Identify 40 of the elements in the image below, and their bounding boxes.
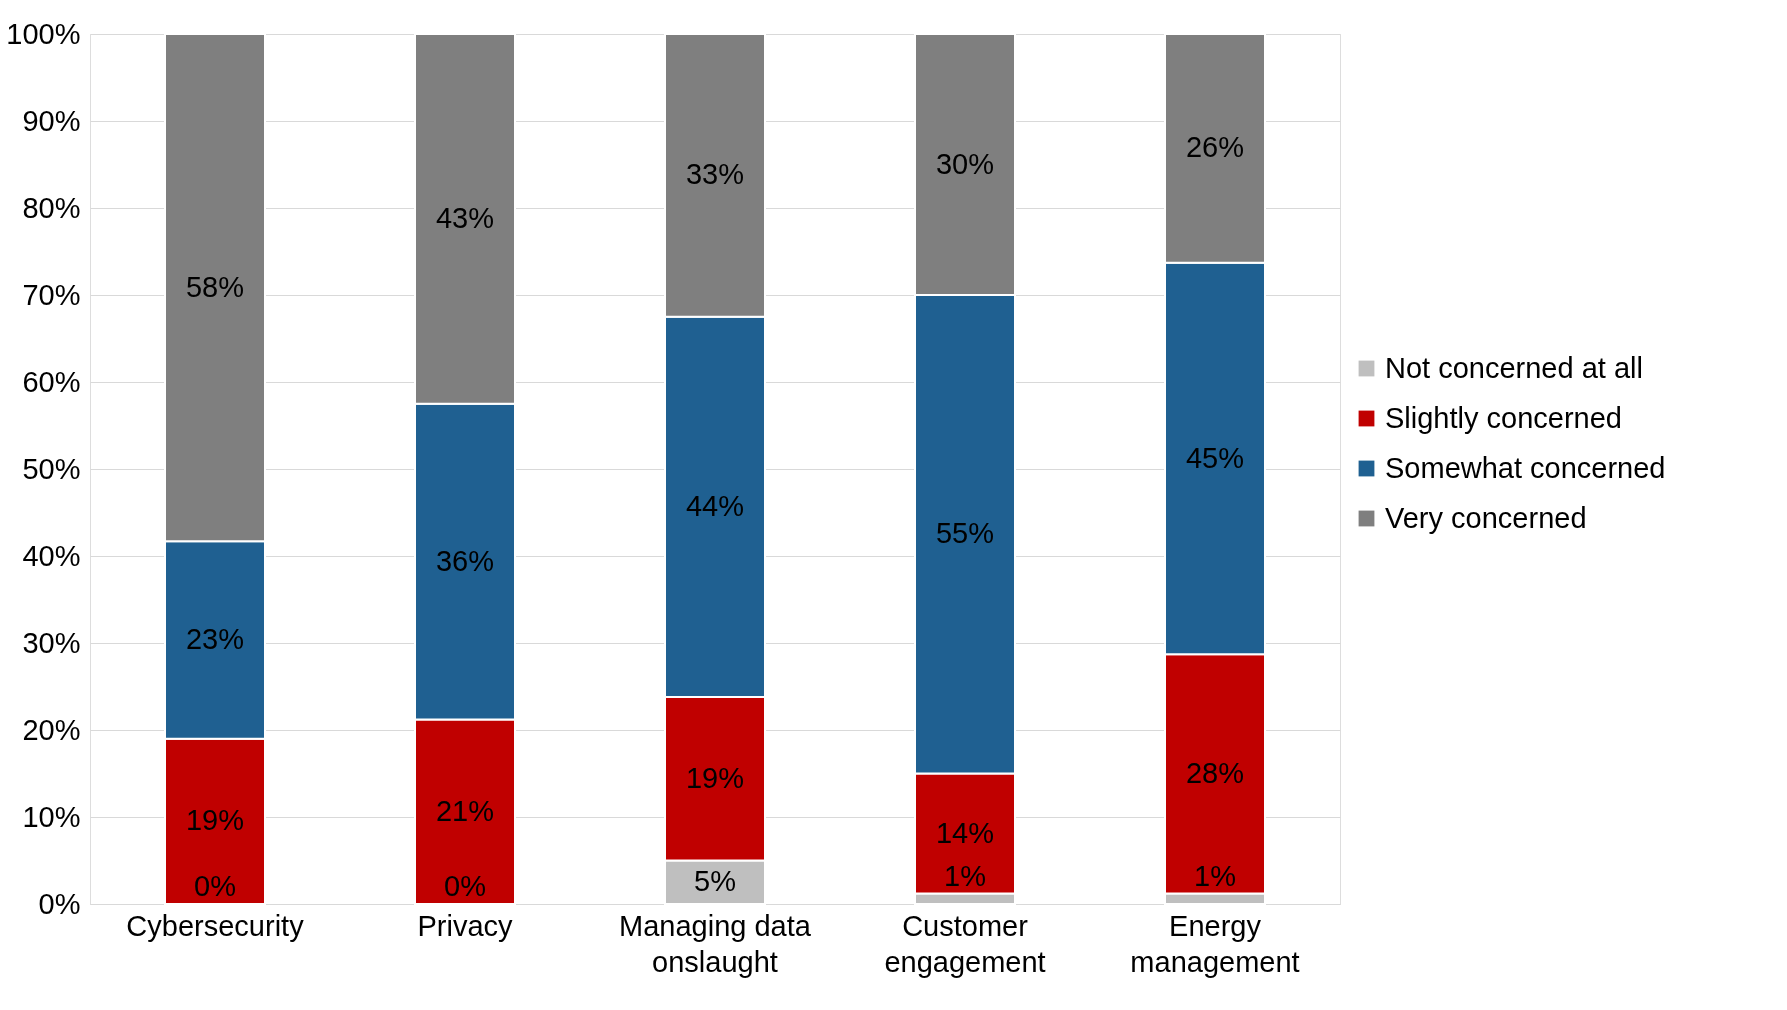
y-tick-label: 80% xyxy=(22,191,81,224)
data-label: 36% xyxy=(435,544,495,577)
y-tick-label: 0% xyxy=(38,887,81,920)
data-label: 21% xyxy=(435,794,495,827)
y-tick-label: 30% xyxy=(22,626,81,659)
data-label: 5% xyxy=(694,865,736,898)
data-label: 43% xyxy=(435,201,495,234)
x-tick-label: Energy management xyxy=(1130,909,1300,978)
data-label: 30% xyxy=(935,147,995,180)
x-tick-label: Customer engagement xyxy=(884,909,1046,978)
y-tick-label: 50% xyxy=(22,452,81,485)
legend-label: Somewhat concerned xyxy=(1385,451,1666,484)
legend-label: Slightly concerned xyxy=(1385,401,1622,434)
data-label: 33% xyxy=(685,158,745,191)
data-label: 28% xyxy=(1185,756,1245,789)
data-label: 26% xyxy=(1185,131,1245,164)
data-label: 0% xyxy=(444,870,486,902)
y-tick-label: 90% xyxy=(22,104,81,137)
y-tick-label: 100% xyxy=(6,17,81,50)
data-label: 19% xyxy=(185,804,245,837)
data-label: 1% xyxy=(1194,859,1236,892)
x-tick-label: Managing data onslaught xyxy=(619,909,812,978)
x-tick-label: Privacy xyxy=(417,909,514,942)
y-tick-label: 60% xyxy=(22,365,81,398)
data-label: 0% xyxy=(194,870,236,902)
x-tick-label: Cybersecurity xyxy=(126,909,305,942)
data-label: 45% xyxy=(1185,441,1245,474)
y-tick-label: 20% xyxy=(22,713,81,746)
data-label: 44% xyxy=(685,489,745,522)
legend-label: Very concerned xyxy=(1385,501,1587,534)
y-tick-label: 40% xyxy=(22,539,81,572)
y-tick-label: 10% xyxy=(22,800,81,833)
data-label: 55% xyxy=(935,517,995,550)
data-label: 23% xyxy=(185,622,245,655)
data-label: 1% xyxy=(944,859,986,892)
data-label: 58% xyxy=(185,270,245,303)
legend-label: Not concerned at all xyxy=(1385,351,1643,384)
data-label: 14% xyxy=(935,816,995,849)
data-label: 19% xyxy=(685,761,745,794)
y-tick-label: 70% xyxy=(22,278,81,311)
